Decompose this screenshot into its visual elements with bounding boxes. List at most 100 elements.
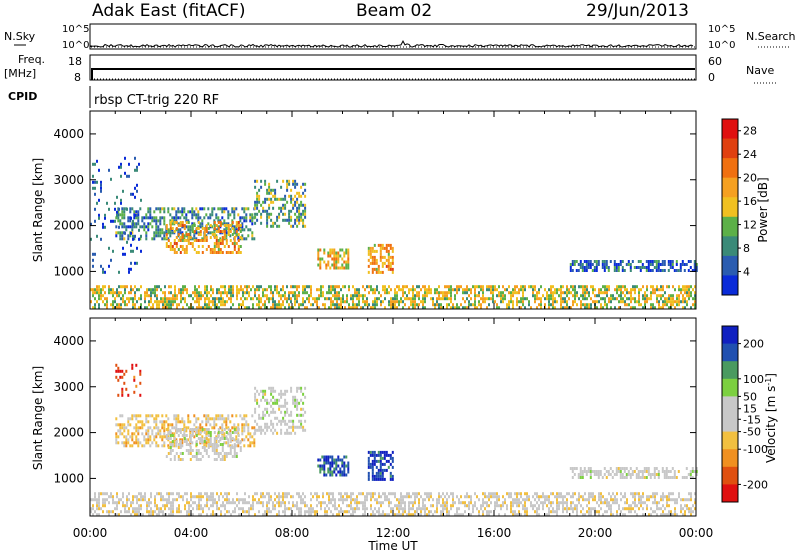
power-echo-cell — [694, 291, 696, 295]
power-echo-cell — [534, 300, 536, 304]
velocity-echo-cell — [235, 414, 238, 418]
power-echo-cell — [114, 291, 116, 295]
power-echo-cell — [224, 303, 226, 307]
velocity-echo-cell — [127, 438, 130, 442]
power-echo-cell — [197, 216, 200, 220]
velocity-echo-cell — [181, 441, 184, 445]
power-echo-cell — [146, 288, 148, 292]
velocity-echo-cell — [642, 495, 644, 499]
power-echo-cell — [236, 291, 238, 295]
velocity-echo-cell — [131, 438, 134, 442]
velocity-echo-cell — [286, 410, 289, 414]
power-echo-cell — [227, 233, 230, 236]
power-echo-cell — [680, 300, 682, 304]
power-echo-cell — [280, 206, 283, 210]
velocity-echo-cell — [187, 417, 190, 421]
velocity-echo-cell — [322, 501, 324, 505]
power-echo-cell — [228, 285, 230, 289]
power-echo-cell — [143, 216, 146, 220]
power-echo-cell — [98, 297, 100, 301]
velocity-echo-cell — [426, 492, 428, 496]
power-echo-cell — [115, 234, 118, 238]
power-echo-cell — [534, 288, 536, 292]
power-echo-cell — [282, 197, 285, 201]
velocity-echo-cell — [166, 498, 168, 502]
power-echo-cell — [181, 231, 184, 235]
power-echo-cell — [345, 263, 348, 267]
power-echo-cell — [597, 260, 600, 263]
power-echo-cell — [492, 300, 494, 304]
velocity-echo-cell — [135, 426, 138, 430]
power-echo-cell — [108, 291, 110, 295]
velocity-echo-cell — [652, 501, 654, 505]
power-echo-cell — [558, 294, 560, 298]
power-echo-cell — [252, 306, 254, 310]
velocity-echo-cell — [444, 501, 446, 505]
power-echo-cell — [540, 285, 542, 289]
velocity-echo-cell — [656, 504, 658, 508]
power-echo-cell — [381, 264, 384, 268]
velocity-echo-cell — [606, 501, 608, 505]
velocity-echo-cell — [135, 435, 138, 439]
power-echo-cell — [628, 291, 630, 295]
power-echo-cell — [186, 291, 188, 295]
power-echo-cell — [136, 165, 138, 169]
velocity-echo-cell — [162, 498, 164, 502]
velocity-echo-cell — [647, 467, 650, 470]
velocity-echo-cell — [282, 501, 284, 505]
velocity-echo-cell — [197, 437, 200, 440]
power-echo-cell — [219, 219, 222, 223]
power-echo-cell — [132, 303, 134, 307]
velocity-echo-cell — [424, 498, 426, 502]
velocity-echo-cell — [660, 507, 662, 511]
power-echo-cell — [676, 294, 678, 298]
velocity-echo-cell — [420, 495, 422, 499]
power-echo-cell — [106, 306, 108, 310]
power-echo-cell — [132, 288, 134, 292]
power-echo-cell — [130, 192, 132, 196]
power-echo-cell — [238, 303, 240, 307]
velocity-echo-cell — [221, 431, 224, 434]
power-echo-cell — [131, 225, 134, 229]
velocity-echo-cell — [596, 501, 598, 505]
power-echo-cell — [268, 191, 271, 195]
power-echo-cell — [616, 285, 618, 289]
power-echo-cell — [588, 294, 590, 298]
velocity-echo-cell — [570, 501, 572, 505]
velocity-echo-cell — [478, 510, 480, 514]
power-echo-cell — [300, 185, 303, 189]
velocity-echo-cell — [389, 477, 392, 481]
velocity-echo-cell — [416, 495, 418, 499]
velocity-echo-cell — [323, 455, 326, 459]
velocity-echo-cell — [163, 426, 166, 430]
power-echo-cell — [100, 291, 102, 295]
power-echo-cell — [120, 297, 122, 301]
power-echo-cell — [341, 263, 344, 267]
power-echo-cell — [683, 269, 686, 272]
velocity-echo-cell — [686, 507, 688, 511]
power-echo-cell — [320, 291, 322, 295]
power-echo-cell — [532, 294, 534, 298]
velocity-echo-cell — [528, 495, 530, 499]
power-echo-cell — [135, 210, 138, 214]
power-echo-cell — [161, 216, 164, 220]
velocity-echo-cell — [442, 492, 444, 496]
velocity-echo-cell — [668, 498, 670, 502]
power-echo-cell — [118, 270, 120, 274]
velocity-echo-cell — [243, 429, 246, 433]
velocity-echo-cell — [280, 404, 283, 408]
power-echo-cell — [602, 291, 604, 295]
velocity-echo-cell — [141, 444, 144, 448]
velocity-echo-cell — [662, 495, 664, 499]
power-echo-cell — [373, 267, 376, 271]
power-echo-cell — [391, 258, 394, 262]
power-echo-cell — [264, 294, 266, 298]
velocity-echo-cell — [270, 495, 272, 499]
velocity-echo-cell — [490, 501, 492, 505]
power-echo-cell — [387, 258, 390, 262]
velocity-echo-cell — [540, 501, 542, 505]
velocity-echo-cell — [341, 470, 344, 474]
power-echo-cell — [191, 213, 194, 217]
power-echo-cell — [486, 306, 488, 310]
velocity-echo-cell — [276, 495, 278, 499]
